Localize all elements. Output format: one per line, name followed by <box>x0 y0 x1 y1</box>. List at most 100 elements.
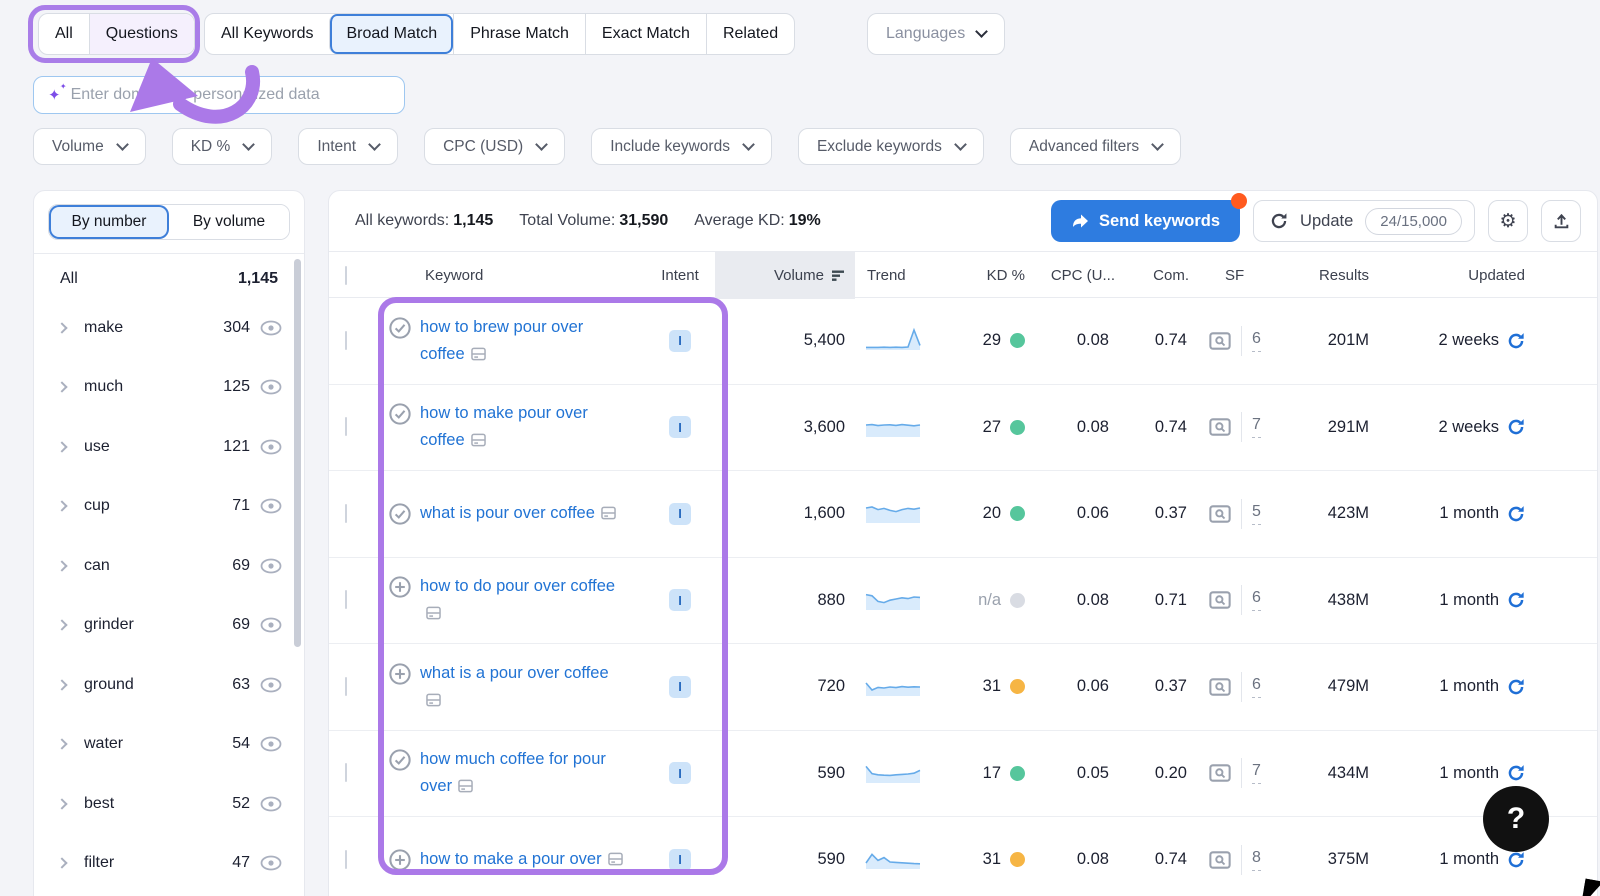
serp-features-icon[interactable] <box>426 693 441 707</box>
row-checkbox[interactable] <box>345 849 347 869</box>
keyword-link[interactable]: how much coffee for pour over <box>420 746 625 800</box>
col-com[interactable]: Com. <box>1153 267 1189 284</box>
sidebar-group-item[interactable]: best 52 <box>34 774 304 834</box>
eye-icon[interactable] <box>260 379 290 395</box>
keyword-link[interactable]: how to brew pour over coffee <box>420 314 625 368</box>
chevron-right-icon[interactable] <box>56 679 68 691</box>
tab-all[interactable]: All <box>55 25 73 42</box>
row-checkbox[interactable] <box>345 330 347 350</box>
sf-count[interactable]: 8 <box>1252 849 1261 871</box>
tab-broad-match[interactable]: Broad Match <box>329 14 454 54</box>
chevron-right-icon[interactable] <box>56 441 68 453</box>
sidebar-group-item[interactable]: ground 63 <box>34 655 304 715</box>
col-intent[interactable]: Intent <box>661 267 699 284</box>
serp-preview-icon[interactable] <box>1209 851 1231 869</box>
sidebar-scrollbar[interactable] <box>294 259 301 647</box>
col-keyword[interactable]: Keyword <box>425 267 484 284</box>
refresh-row-icon[interactable] <box>1507 678 1525 696</box>
eye-icon[interactable] <box>260 855 290 871</box>
chevron-right-icon[interactable] <box>56 381 68 393</box>
refresh-row-icon[interactable] <box>1507 591 1525 609</box>
intent-badge[interactable]: I <box>669 329 691 352</box>
refresh-row-icon[interactable] <box>1507 505 1525 523</box>
chevron-right-icon[interactable] <box>56 857 68 869</box>
eye-icon[interactable] <box>260 498 290 514</box>
eye-icon[interactable] <box>260 736 290 752</box>
intent-badge[interactable]: I <box>669 589 691 612</box>
eye-icon[interactable] <box>260 617 290 633</box>
col-volume[interactable]: Volume <box>715 252 855 299</box>
row-checkbox[interactable] <box>345 763 347 783</box>
domain-input[interactable]: ✦ Enter domain for personalized data <box>33 76 405 114</box>
chevron-right-icon[interactable] <box>56 500 68 512</box>
intent-badge[interactable]: I <box>669 762 691 785</box>
filter-kd[interactable]: KD % <box>171 128 273 165</box>
eye-icon[interactable] <box>260 320 290 336</box>
sidebar-group-item[interactable]: water 54 <box>34 715 304 775</box>
eye-icon[interactable] <box>260 796 290 812</box>
filter-advanced[interactable]: Advanced filters <box>1009 128 1182 165</box>
sidebar-group-item[interactable]: use 121 <box>34 417 304 477</box>
row-checkbox[interactable] <box>345 503 347 523</box>
filter-intent[interactable]: Intent <box>298 128 399 165</box>
sidebar-group-item[interactable]: much 125 <box>34 358 304 418</box>
filter-include-keywords[interactable]: Include keywords <box>591 128 772 165</box>
chevron-right-icon[interactable] <box>56 738 68 750</box>
col-sf[interactable]: SF <box>1225 267 1245 284</box>
sf-count[interactable]: 7 <box>1252 416 1261 439</box>
keyword-link[interactable]: how to do pour over coffee <box>420 573 625 627</box>
col-cpc[interactable]: CPC (U... <box>1050 267 1115 284</box>
sidebar-group-item[interactable]: filter 47 <box>34 834 304 894</box>
sf-count[interactable]: 5 <box>1252 503 1261 525</box>
sf-count[interactable]: 7 <box>1252 762 1261 785</box>
intent-badge[interactable]: I <box>669 502 691 525</box>
languages-dropdown[interactable]: Languages <box>867 13 1006 55</box>
tab-phrase-match[interactable]: Phrase Match <box>453 14 585 54</box>
sf-count[interactable]: 6 <box>1252 676 1261 698</box>
keyword-link[interactable]: how to make pour over coffee <box>420 400 625 454</box>
row-checkbox[interactable] <box>345 676 347 696</box>
col-kd[interactable]: KD % <box>986 267 1025 284</box>
sidebar-item-all[interactable]: All 1,145 <box>34 254 304 298</box>
refresh-row-icon[interactable] <box>1507 764 1525 782</box>
sidebar-group-item[interactable]: can 69 <box>34 536 304 596</box>
sidebar-group-item[interactable]: make 304 <box>34 298 304 358</box>
chevron-right-icon[interactable] <box>56 619 68 631</box>
row-checkbox[interactable] <box>345 417 347 437</box>
tab-exact-match[interactable]: Exact Match <box>584 14 706 54</box>
intent-badge[interactable]: I <box>669 675 691 698</box>
sf-count[interactable]: 6 <box>1252 589 1261 612</box>
serp-preview-icon[interactable] <box>1209 591 1231 609</box>
sf-count[interactable]: 6 <box>1252 330 1261 352</box>
chevron-right-icon[interactable] <box>56 322 68 334</box>
added-check-icon[interactable] <box>389 749 411 771</box>
filter-exclude-keywords[interactable]: Exclude keywords <box>797 128 984 165</box>
filter-cpc[interactable]: CPC (USD) <box>424 128 566 165</box>
help-button[interactable]: ? <box>1483 786 1549 852</box>
serp-features-icon[interactable] <box>458 779 473 793</box>
update-button[interactable]: Update 24/15,000 <box>1253 200 1475 242</box>
serp-features-icon[interactable] <box>607 852 623 866</box>
keyword-link[interactable]: how to make a pour over <box>420 846 623 873</box>
refresh-row-icon[interactable] <box>1507 332 1525 350</box>
added-check-icon[interactable] <box>389 403 411 425</box>
eye-icon[interactable] <box>260 439 290 455</box>
add-plus-icon[interactable] <box>389 662 411 685</box>
chevron-right-icon[interactable] <box>56 560 68 572</box>
tab-related[interactable]: Related <box>705 14 794 54</box>
serp-features-icon[interactable] <box>601 506 616 520</box>
sidebar-group-item[interactable]: grinder 69 <box>34 596 304 656</box>
sidebar-group-item[interactable]: cup 71 <box>34 477 304 537</box>
serp-features-icon[interactable] <box>470 347 486 361</box>
col-trend[interactable]: Trend <box>867 267 906 284</box>
refresh-row-icon[interactable] <box>1507 851 1525 869</box>
serp-features-icon[interactable] <box>426 606 441 620</box>
serp-preview-icon[interactable] <box>1209 678 1231 696</box>
intent-badge[interactable]: I <box>669 848 691 871</box>
col-results[interactable]: Results <box>1318 267 1369 284</box>
tab-all-keywords[interactable]: All Keywords <box>221 25 314 42</box>
serp-preview-icon[interactable] <box>1209 418 1231 436</box>
intent-badge[interactable]: I <box>669 416 691 439</box>
serp-preview-icon[interactable] <box>1209 505 1231 523</box>
eye-icon[interactable] <box>260 677 290 693</box>
